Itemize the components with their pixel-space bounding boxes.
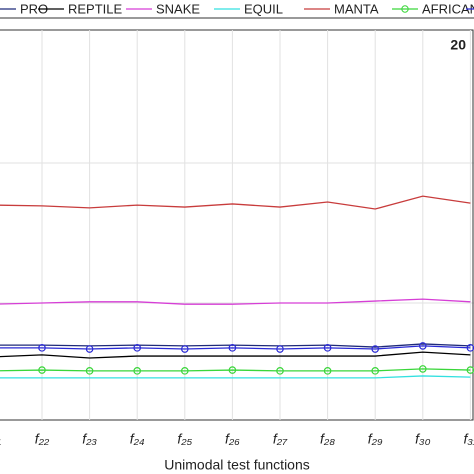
- point: [371, 345, 380, 353]
- x-tick-label: f₂₂: [35, 431, 50, 447]
- point: [323, 344, 332, 352]
- x-tick-label: f₂₉: [368, 431, 383, 447]
- point: [323, 367, 332, 375]
- legend-label: SNAKE: [156, 1, 200, 16]
- point: [276, 367, 284, 375]
- legend-label: EQUIL: [244, 1, 283, 16]
- x-tick-label: f₂₆: [225, 431, 240, 447]
- legend-label: AFRICAN: [422, 1, 474, 16]
- series-line: [0, 298, 471, 305]
- plot-frame: [0, 29, 474, 421]
- series-line: [0, 195, 471, 210]
- x-axis-label: Unimodal test functions: [164, 457, 310, 473]
- legend-label: PRO: [20, 1, 48, 16]
- point: [228, 344, 237, 352]
- series-line: [0, 368, 471, 372]
- x-tick-label: f₂₁: [0, 431, 2, 447]
- x-tick-label: f₃₀: [415, 431, 430, 447]
- point: [38, 366, 46, 374]
- x-tick-label: f₃₁: [463, 431, 474, 447]
- point: [228, 366, 237, 374]
- point: [38, 344, 46, 352]
- point: [85, 367, 94, 375]
- point: [181, 367, 189, 375]
- x-tick-label: f₂₃: [82, 431, 97, 447]
- series-line: [0, 351, 471, 359]
- point: [371, 367, 380, 375]
- point: [181, 345, 189, 353]
- point: [418, 342, 427, 350]
- annotation: 20: [450, 37, 466, 53]
- x-tick-label: f₂₅: [177, 431, 192, 447]
- point: [133, 344, 142, 352]
- point: [418, 365, 427, 373]
- series-line: [0, 345, 471, 350]
- x-tick-label: f₂₄: [130, 431, 145, 447]
- legend-label: MANTA: [334, 1, 379, 16]
- legend-label: REPTILE: [68, 1, 123, 16]
- point: [85, 345, 94, 353]
- point: [276, 345, 284, 353]
- point: [133, 367, 142, 375]
- legend-marker: [401, 5, 409, 13]
- series-line: [0, 375, 471, 379]
- x-tick-label: f₂₇: [273, 431, 288, 447]
- x-tick-label: f₂₈: [320, 431, 335, 447]
